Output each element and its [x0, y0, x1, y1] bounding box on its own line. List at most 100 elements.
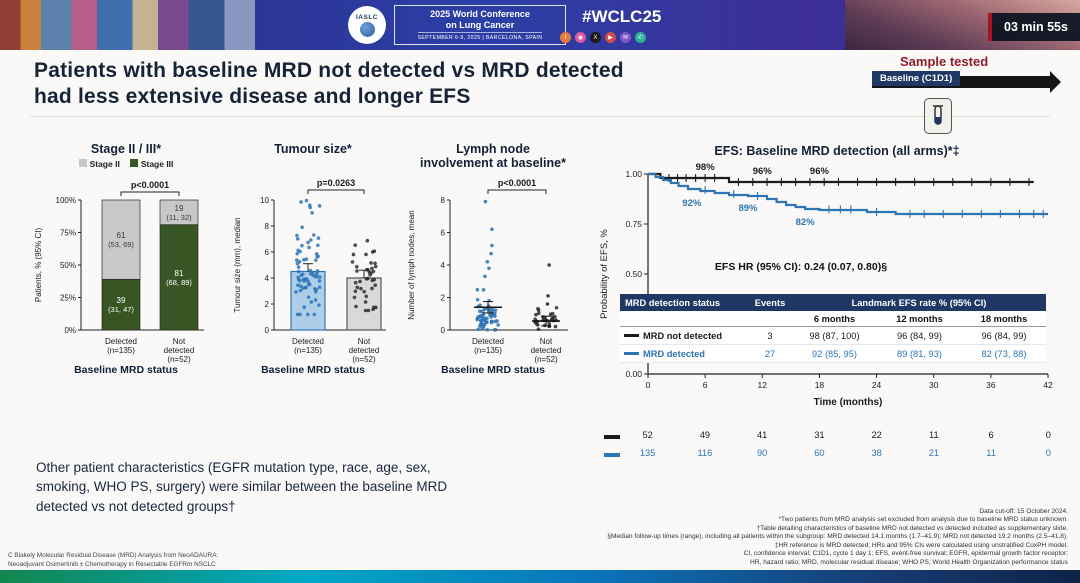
- tumour-xlabel: Baseline MRD status: [261, 364, 365, 376]
- svg-text:(n=52): (n=52): [167, 355, 191, 364]
- svg-text:p<0.0001: p<0.0001: [130, 180, 168, 190]
- svg-text:Not: Not: [540, 337, 553, 346]
- svg-text:6: 6: [441, 228, 446, 237]
- slide-body: Patients with baseline MRD not detected …: [0, 50, 1080, 570]
- whatsapp-icon: ✆: [635, 32, 646, 43]
- svg-text:96%: 96%: [753, 166, 773, 177]
- stage-chart-block: Stage II / III* Stage II Stage III 0% 25%…: [26, 142, 226, 376]
- table-cell: 98 (87, 100): [809, 330, 860, 341]
- footnote-line: ‡HR reference is MRD detected; HRs and 9…: [774, 541, 1068, 549]
- svg-text:(n=135): (n=135): [294, 346, 322, 355]
- svg-text:92%: 92%: [682, 198, 702, 209]
- conference-banner: IASLC 2025 World Conference on Lung Canc…: [0, 0, 1080, 50]
- banner-photo-left: [0, 0, 255, 50]
- conference-dates: SEPTEMBER 6-9, 2025 | BARCELONA, SPAIN: [417, 32, 543, 41]
- footer-accent-bar: [0, 570, 1080, 583]
- svg-text:(31, 47): (31, 47): [108, 305, 134, 314]
- instagram-icon: ◉: [575, 32, 586, 43]
- svg-text:EFS HR (95% CI): 0.24 (0.07, 0: EFS HR (95% CI): 0.24 (0.07, 0.80)§: [715, 261, 887, 273]
- svg-text:19: 19: [174, 204, 183, 213]
- series-line-swatch: [604, 435, 620, 439]
- sample-tested-block: Sample tested Baseline (C1D1): [872, 54, 1077, 149]
- stage-legend: Stage II Stage III: [78, 157, 173, 170]
- tumour-chart-block: Tumour size* 0 2 4 6 8 10 Tumour size (mm), me…: [228, 142, 398, 376]
- svg-text:8: 8: [441, 196, 446, 205]
- svg-text:detected: detected: [349, 346, 380, 355]
- footnote-line: HR, hazard ratio; MRD, molecular residua…: [750, 558, 1068, 566]
- svg-text:4: 4: [441, 261, 446, 270]
- table-cell: MRD detected: [620, 349, 748, 359]
- table-row: MRD not detected 3 98 (87, 100) 96 (84, …: [620, 327, 1046, 345]
- table-cell: 27: [764, 348, 776, 359]
- at-risk-row: 135 116 90 60 38 21 11 0: [596, 448, 1078, 462]
- footnotes: Data cut-off: 15 October 2024. *Two pati…: [388, 508, 1068, 567]
- timer-text: 03 min 55s: [1004, 20, 1068, 34]
- slide-title-line2: had less extensive disease and longer EF…: [34, 85, 471, 109]
- svg-text:39: 39: [116, 296, 125, 305]
- footnote-line: *Two patients from MRD analysis set excl…: [778, 516, 1068, 524]
- footnote-line: CI, confidence interval; C1D1, cycle 1 d…: [743, 550, 1068, 558]
- svg-text:8: 8: [265, 222, 270, 231]
- table-subheader-cell: 6 months: [813, 313, 856, 324]
- lymph-node-chart: 0 2 4 6 8 Number of lymph nodes, mean p<0.0001…: [407, 178, 568, 364]
- svg-text:Probability of EFS, %: Probability of EFS, %: [599, 229, 610, 319]
- legend-stage3: Stage III: [129, 158, 173, 169]
- conference-name-line2: on Lung Cancer: [445, 19, 515, 30]
- stage2-swatch: [78, 158, 87, 167]
- stage-chart: 0% 25% 50% 75% 100% Patients, % (95% CI) 39(31…: [34, 180, 204, 364]
- title-divider: [30, 116, 1050, 117]
- x-icon: X: [590, 32, 601, 43]
- stage3-swatch: [129, 158, 138, 167]
- baseline-chip: Baseline (C1D1): [872, 71, 961, 86]
- svg-text:Not: Not: [172, 337, 185, 346]
- svg-text:Detected: Detected: [472, 337, 504, 346]
- svg-text:6: 6: [703, 380, 708, 390]
- svg-text:(68, 89): (68, 89): [166, 278, 192, 287]
- iaslc-logo-text: IASLC: [356, 13, 378, 21]
- svg-text:2: 2: [441, 293, 446, 302]
- svg-text:50%: 50%: [59, 261, 75, 270]
- table-subheader-cell: 18 months: [980, 313, 1028, 324]
- at-risk-values: 135 116 90 60 38 21 11 0: [639, 448, 1051, 458]
- table-cell: 96 (84, 99): [897, 330, 942, 341]
- svg-text:(n=135): (n=135): [474, 346, 502, 355]
- svg-text:Time (months): Time (months): [814, 397, 883, 408]
- table-subheader-cell: 12 months: [896, 313, 943, 324]
- table-header-row: MRD detection status Events Landmark EFS…: [620, 294, 1046, 311]
- svg-text:0.50: 0.50: [625, 269, 642, 279]
- svg-text:36: 36: [986, 380, 996, 390]
- svg-text:Detected: Detected: [292, 337, 324, 346]
- svg-text:81: 81: [174, 269, 183, 278]
- svg-text:0: 0: [646, 380, 651, 390]
- email-icon: ✉: [620, 32, 631, 43]
- svg-text:detected: detected: [163, 346, 194, 355]
- svg-text:(53, 69): (53, 69): [108, 240, 134, 249]
- svg-text:(n=52): (n=52): [352, 355, 376, 364]
- svg-text:42: 42: [1043, 380, 1053, 390]
- svg-text:61: 61: [116, 231, 125, 240]
- svg-text:Detected: Detected: [104, 337, 136, 346]
- globe-icon: [359, 21, 375, 37]
- svg-text:p=0.0263: p=0.0263: [317, 178, 355, 188]
- table-row: MRD detected 27 92 (85, 95) 89 (81, 93) …: [620, 345, 1046, 363]
- series-line-swatch: [624, 334, 639, 338]
- youtube-icon: ▶: [605, 32, 616, 43]
- summary-text: Other patient characteristics (EGFR muta…: [36, 459, 448, 514]
- lymph-chart-title: Lymph node involvement at baseline*: [420, 142, 566, 170]
- svg-text:detected: detected: [531, 346, 562, 355]
- svg-text:2: 2: [265, 300, 270, 309]
- table-cell: 92 (85, 95): [812, 348, 857, 359]
- footnote-line: †Table detailing characteristics of base…: [756, 524, 1068, 532]
- table-cell: 96 (84, 99): [981, 330, 1027, 341]
- svg-text:p<0.0001: p<0.0001: [498, 178, 536, 188]
- svg-text:30: 30: [929, 380, 939, 390]
- svg-text:25%: 25%: [59, 293, 75, 302]
- svg-text:0: 0: [265, 326, 270, 335]
- legend-stage2: Stage II: [78, 158, 120, 169]
- svg-text:96%: 96%: [810, 166, 830, 177]
- table-cell: 89 (81, 93): [897, 348, 942, 359]
- svg-text:89%: 89%: [738, 203, 758, 214]
- table-header-cell: MRD detection status: [625, 297, 721, 308]
- credit-line: C Blakely Molecular Residual Disease (MR…: [8, 552, 219, 568]
- at-risk-values: 52 49 41 31 22 11 6 0: [642, 430, 1051, 440]
